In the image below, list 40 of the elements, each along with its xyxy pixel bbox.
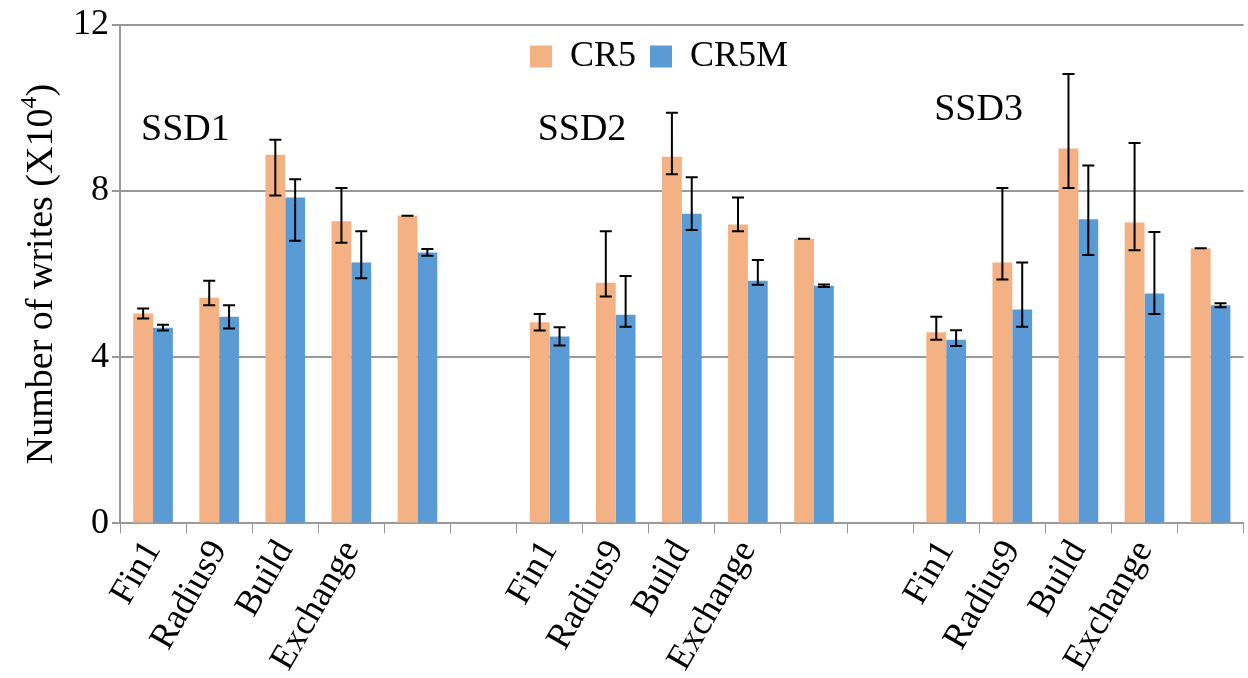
- y-tick-label: 8: [91, 168, 109, 209]
- bar: [1210, 305, 1231, 523]
- bar: [1078, 219, 1099, 523]
- bar: [133, 313, 154, 523]
- bar: [926, 332, 947, 523]
- bar: [549, 336, 570, 523]
- bar: [1144, 293, 1165, 523]
- annotation: SSD3: [934, 85, 1023, 128]
- bar: [331, 221, 352, 523]
- y-tick-label: 12: [73, 2, 109, 43]
- y-axis-title: Number of writes (X104): [15, 83, 61, 465]
- bar: [219, 316, 239, 523]
- bar: [199, 297, 220, 523]
- bar: [595, 282, 616, 523]
- bar: [814, 285, 834, 523]
- annotation: SSD1: [141, 105, 230, 148]
- bar: [992, 262, 1013, 523]
- bar: [285, 197, 306, 523]
- bar: [1124, 222, 1145, 523]
- bar: [728, 224, 748, 523]
- bar: [794, 238, 815, 523]
- bar: [615, 314, 636, 523]
- bar: [946, 339, 967, 523]
- bar: [1058, 148, 1079, 523]
- y-tick-label: 4: [91, 334, 109, 375]
- bar: [661, 156, 682, 523]
- bar: [529, 322, 550, 523]
- bar: [397, 215, 418, 523]
- y-tick-label: 0: [91, 500, 109, 541]
- legend-label: CR5: [569, 34, 636, 75]
- legend-label: CR5M: [690, 34, 789, 75]
- bar: [747, 280, 768, 523]
- bar: [265, 154, 286, 523]
- bar: [1190, 248, 1211, 523]
- bar: [681, 213, 702, 523]
- annotation: SSD2: [537, 105, 627, 148]
- bar: [1012, 309, 1033, 523]
- bar: [351, 262, 372, 523]
- bar: [417, 252, 438, 523]
- bar: [153, 327, 173, 523]
